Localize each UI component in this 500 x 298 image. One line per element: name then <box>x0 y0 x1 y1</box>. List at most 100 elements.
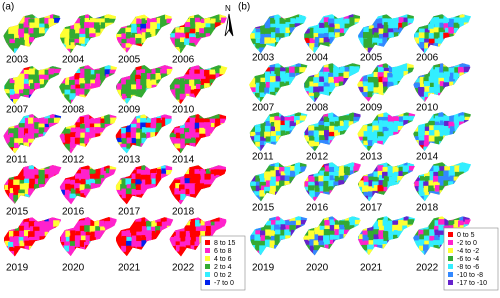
map-patch <box>39 251 46 257</box>
map-patch <box>156 89 164 97</box>
map-patch <box>458 77 465 84</box>
map-patch <box>13 98 20 105</box>
map-patch <box>109 165 117 171</box>
map-patch <box>110 235 117 243</box>
map-patch <box>190 47 197 54</box>
map-patch <box>448 135 456 143</box>
map-patch <box>44 165 51 170</box>
map-patch <box>166 93 173 100</box>
map-patch <box>423 216 430 222</box>
map-patch <box>354 140 362 147</box>
map-patch <box>19 183 27 191</box>
map-patch <box>314 126 321 134</box>
map-patch <box>104 128 112 136</box>
map-patch <box>438 162 446 168</box>
map-patch <box>275 141 283 148</box>
map-patch <box>155 230 163 237</box>
map-patch <box>344 63 352 68</box>
map-patch <box>300 162 307 167</box>
map-patch <box>59 37 66 45</box>
map-patch <box>314 230 322 237</box>
map-patch <box>284 240 291 247</box>
map-patch <box>69 122 77 130</box>
map-patch <box>99 189 107 197</box>
map-patch <box>48 217 56 223</box>
map-patch <box>65 236 73 244</box>
map-patch <box>174 143 181 151</box>
map-patch <box>28 94 36 102</box>
map-patch <box>166 142 174 150</box>
map-patch <box>28 18 35 26</box>
map-patch <box>99 174 107 182</box>
map-patch <box>423 225 431 233</box>
map-patch <box>9 99 16 105</box>
map-patch <box>215 184 223 191</box>
map-patch <box>454 112 461 119</box>
map-patch <box>13 241 20 248</box>
map-patch <box>34 23 41 31</box>
year-label: 2007 <box>6 105 29 116</box>
map-patch <box>179 37 187 44</box>
map-patch <box>449 166 457 173</box>
map-patch <box>329 186 336 193</box>
map-patch <box>151 189 159 197</box>
map-patch <box>402 63 409 69</box>
map-patch <box>205 193 212 201</box>
map-patch <box>125 79 133 87</box>
map-patch <box>295 32 302 39</box>
map-patch <box>175 132 183 140</box>
map-patch <box>323 180 330 188</box>
map-patch <box>116 178 123 186</box>
map-patch <box>74 23 81 30</box>
map-patch <box>89 37 96 44</box>
map-patch <box>348 195 355 202</box>
map-patch <box>166 193 174 201</box>
map-patch <box>459 63 466 69</box>
map-patch <box>19 240 26 248</box>
map-patch <box>210 178 217 186</box>
map-patch <box>387 196 394 202</box>
map-patch <box>334 32 342 39</box>
map-patch <box>189 37 196 44</box>
map-patch <box>284 245 291 253</box>
map-patch <box>402 96 410 102</box>
map-patch <box>126 23 134 30</box>
map-patch <box>453 224 460 231</box>
map-patch <box>453 216 460 223</box>
map-patch <box>38 169 45 177</box>
map-patch <box>151 94 159 101</box>
map-patch <box>362 77 370 85</box>
map-patch <box>393 234 400 242</box>
map-patch <box>109 22 117 30</box>
map-patch <box>255 18 262 26</box>
map-patch <box>156 48 163 53</box>
map-patch <box>54 226 62 234</box>
map-patch <box>104 28 111 35</box>
map-patch <box>4 18 11 25</box>
map-patch <box>290 63 297 69</box>
map-patch <box>357 81 364 88</box>
map-patch <box>428 130 436 137</box>
map-patch <box>23 251 31 257</box>
map-patch <box>334 175 342 183</box>
map-patch <box>174 32 182 40</box>
year-label: 2019 <box>252 263 275 274</box>
map-patch <box>318 125 326 132</box>
map-patch <box>79 225 87 233</box>
map-patch <box>141 165 148 172</box>
map-patch <box>255 82 263 90</box>
map-patch <box>95 245 102 253</box>
map-patch <box>373 67 381 74</box>
map-patch <box>174 235 181 243</box>
map-patch <box>19 199 27 204</box>
map-patch <box>200 137 208 145</box>
map-patch <box>334 121 342 128</box>
map-patch <box>270 166 277 173</box>
map-patch <box>269 195 276 202</box>
map-patch <box>453 180 460 188</box>
map-patch <box>300 216 308 222</box>
map-patch <box>419 196 426 202</box>
map-patch <box>414 17 421 25</box>
map-patch <box>398 116 406 123</box>
map-patch <box>290 181 298 188</box>
